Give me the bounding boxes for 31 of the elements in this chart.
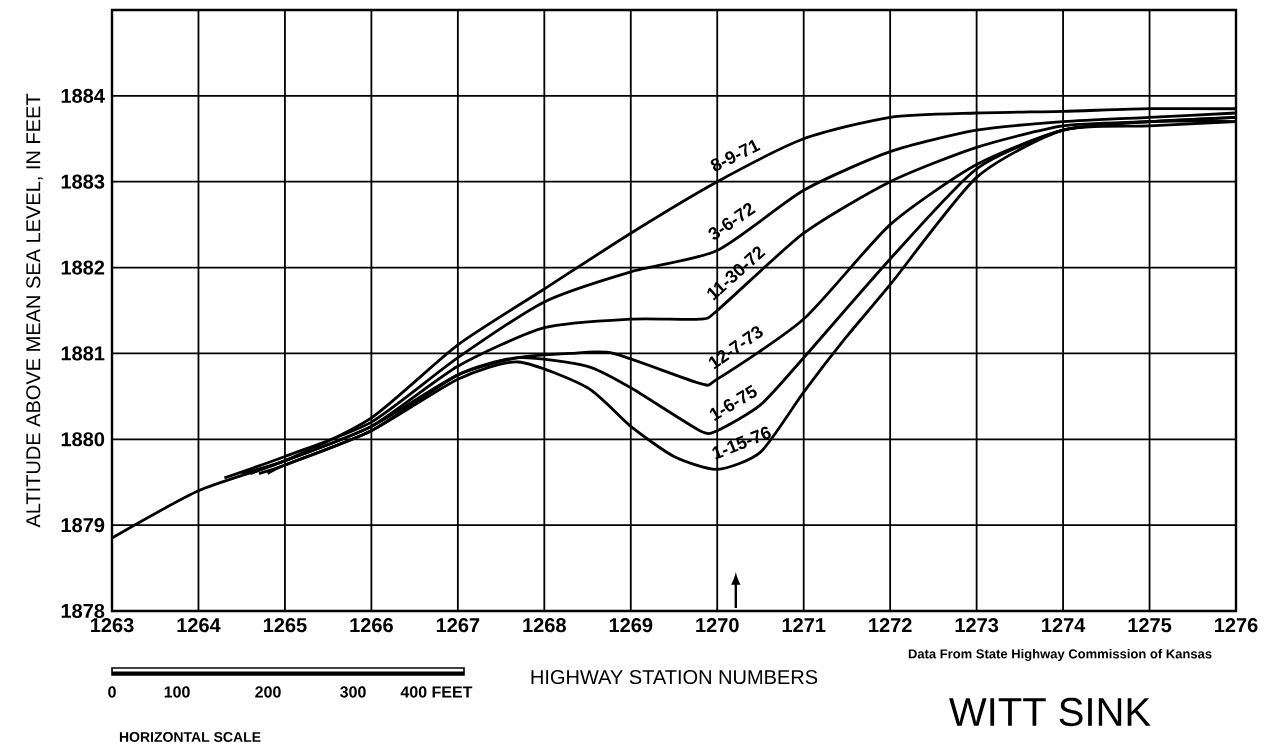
x-tick-label: 1268 — [523, 618, 566, 633]
y-tick-label: 1884 — [61, 88, 105, 103]
x-tick-label: 1272 — [869, 618, 912, 633]
y-axis-title: ALTITUDE ABOVE MEAN SEA LEVEL, IN FEET — [26, 93, 43, 528]
x-tick-label: 1269 — [609, 618, 653, 633]
x-tick-label: 1264 — [177, 618, 221, 633]
text: WITT SINK — [949, 697, 1151, 727]
x-tick-label: 1270 — [696, 618, 739, 633]
x-tick-label: 1266 — [350, 618, 393, 633]
y-tick-label: 1882 — [61, 260, 105, 275]
text: 400 FEET — [400, 686, 473, 698]
text: 0 — [108, 686, 116, 698]
text: 100 — [164, 686, 190, 698]
x-tick-label: 1271 — [782, 618, 826, 633]
x-tick-label: 1274 — [1042, 618, 1086, 633]
x-tick-label: 1263 — [91, 618, 134, 633]
y-tick-label: 1883 — [61, 174, 105, 189]
text: HORIZONTAL SCALE — [119, 732, 261, 742]
x-tick-label: 1273 — [955, 618, 999, 633]
y-tick-label: 1880 — [61, 432, 105, 447]
x-axis-title: HIGHWAY STATION NUMBERS — [531, 669, 818, 685]
x-tick-label: 1267 — [436, 618, 480, 633]
x-tick-label: 1276 — [1215, 618, 1258, 633]
x-tick-label: 1275 — [1128, 618, 1172, 633]
text: 200 — [255, 686, 281, 698]
y-tick-label: 1878 — [61, 603, 105, 619]
x-tick-label: 1265 — [263, 618, 307, 633]
y-tick-label: 1879 — [61, 518, 105, 533]
text: Data From State Highway Commission of Kansas — [908, 648, 1212, 662]
y-tick-label: 1881 — [61, 346, 105, 361]
text: 300 — [340, 686, 366, 698]
